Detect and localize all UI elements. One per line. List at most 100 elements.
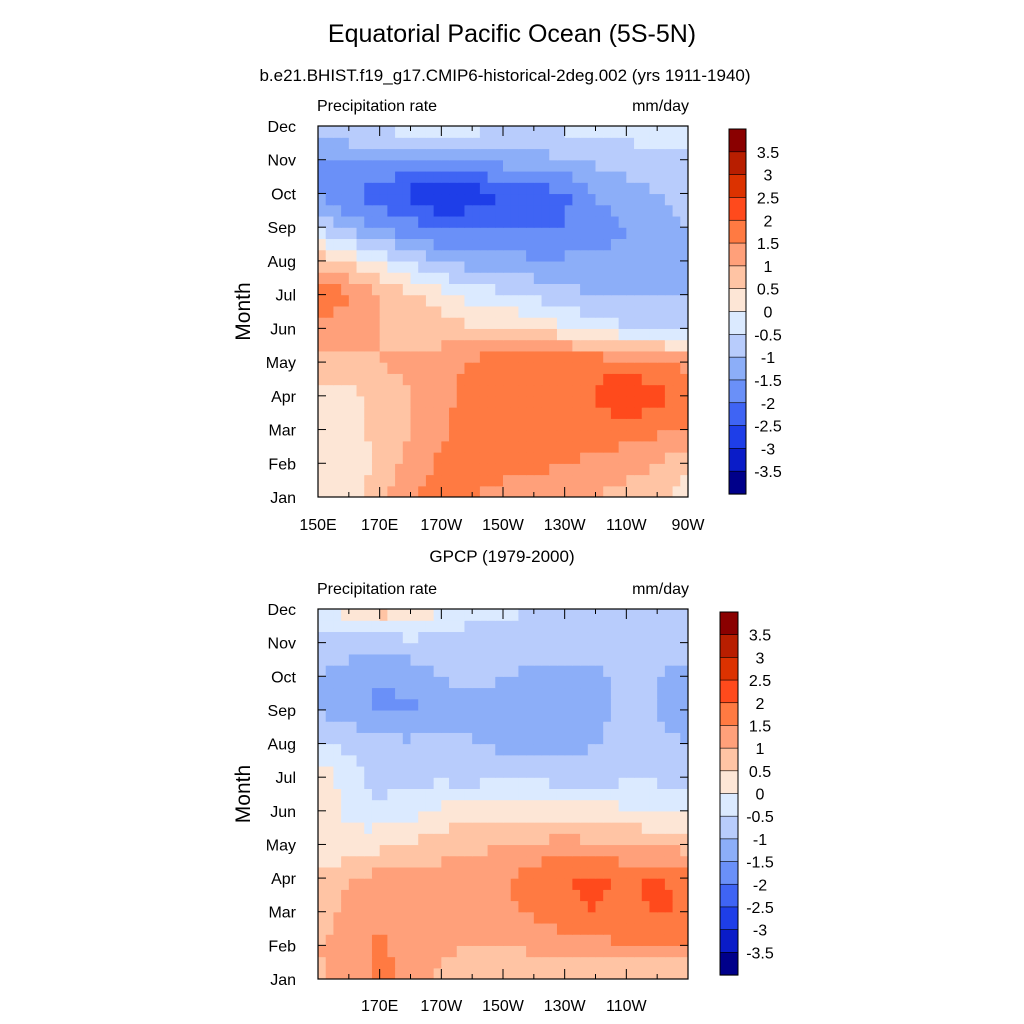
heatmap-cell [610,754,620,767]
heatmap-cell [441,182,450,195]
heatmap-cell [441,743,450,756]
heatmap-cell [664,182,674,195]
heatmap-cell [657,765,666,778]
heatmap-cell [595,788,604,801]
heatmap-cell [533,260,543,273]
heatmap-cell [449,485,458,497]
heatmap-cell [333,395,342,408]
heatmap-cell [456,148,466,161]
heatmap-cell [510,620,520,633]
heatmap-cell [410,799,419,812]
heatmap-cell [402,204,412,217]
heatmap-cell [564,384,573,397]
heatmap-cell [503,328,512,341]
heatmap-cell [487,676,496,689]
heatmap-cell [395,384,404,397]
heatmap-cell [587,754,597,767]
figure-title: Equatorial Pacific Ocean (5S-5N) [327,20,697,48]
heatmap-cell [341,238,350,251]
heatmap-cell [472,137,481,150]
heatmap-cell [333,788,342,801]
heatmap-cell [680,676,688,689]
heatmap-cell [556,294,566,307]
heatmap-cell [456,260,466,273]
heatmap-cell [364,631,373,644]
heatmap-cell [371,687,381,700]
heatmap-cell [371,799,381,812]
heatmap-cell [610,709,620,722]
heatmap-cell [395,429,404,442]
heatmap-cell [341,609,350,621]
heatmap-cell [479,799,489,812]
heatmap-cell [348,799,358,812]
heatmap-cell [626,474,635,487]
heatmap-cell [587,485,597,497]
heatmap-cell [387,317,396,329]
heatmap-cell [495,900,504,913]
heatmap-cell [526,609,535,621]
heatmap-cell [441,440,450,453]
heatmap-cell [657,384,666,397]
heatmap-cell [603,429,612,442]
heatmap-cell [371,900,381,913]
heatmap-cell [348,182,358,195]
heatmap-cell [487,407,496,419]
heatmap-cell [564,956,573,969]
heatmap-cell [364,440,373,453]
heatmap-cell [533,665,543,677]
heatmap-cell [371,709,381,722]
heatmap-cell [618,126,627,138]
heatmap-cell [526,159,535,172]
heatmap-cell [495,934,504,946]
colorbar-swatch [719,770,739,795]
heatmap-cell [341,317,350,329]
heatmap-cell [626,272,635,284]
heatmap-cell [587,148,597,161]
month-label: Jun [270,804,296,821]
heatmap-cell [680,631,688,644]
heatmap-cell [371,642,381,655]
heatmap-cell [587,676,597,689]
heatmap-cell [603,878,612,890]
heatmap-cell [472,911,481,924]
heatmap-cell [425,810,435,823]
heatmap-cell [595,182,604,195]
heatmap-cell [564,934,573,946]
heatmap-cell [626,148,635,161]
heatmap-cell [487,317,496,329]
heatmap-cell [649,810,658,823]
heatmap-cell [533,754,543,767]
heatmap-cell [395,743,404,756]
heatmap-cell [395,609,404,621]
heatmap-cell [395,911,404,924]
heatmap-cell [387,799,396,812]
heatmap-cell [680,878,688,890]
heatmap-cell [456,866,466,879]
heatmap-cell [379,889,388,902]
heatmap-cell [556,204,566,217]
heatmap-cell [580,687,589,700]
heatmap-cell [518,866,527,879]
heatmap-cell [364,822,373,834]
heatmap-cell [672,126,681,138]
colorbar-swatch [719,793,739,817]
heatmap-cell [634,350,643,363]
heatmap-cell [549,238,558,251]
heatmap-cell [456,204,466,217]
heatmap-cell [387,665,396,677]
heatmap-cell [441,889,450,902]
heatmap-cell [449,922,458,935]
colorbar-label: -3.5 [754,464,782,481]
heatmap-cell [441,193,450,206]
heatmap-cell [464,822,473,834]
heatmap-cell [472,900,481,913]
heatmap-cell [503,631,512,644]
heatmap-cell [495,732,504,745]
heatmap-cell [641,215,651,228]
heatmap-cell [318,452,327,464]
heatmap-cell [572,193,581,206]
heatmap-cell [356,945,365,958]
colorbar-label: -0.5 [746,809,774,826]
heatmap-cell [433,283,442,296]
heatmap-cell [472,732,481,745]
